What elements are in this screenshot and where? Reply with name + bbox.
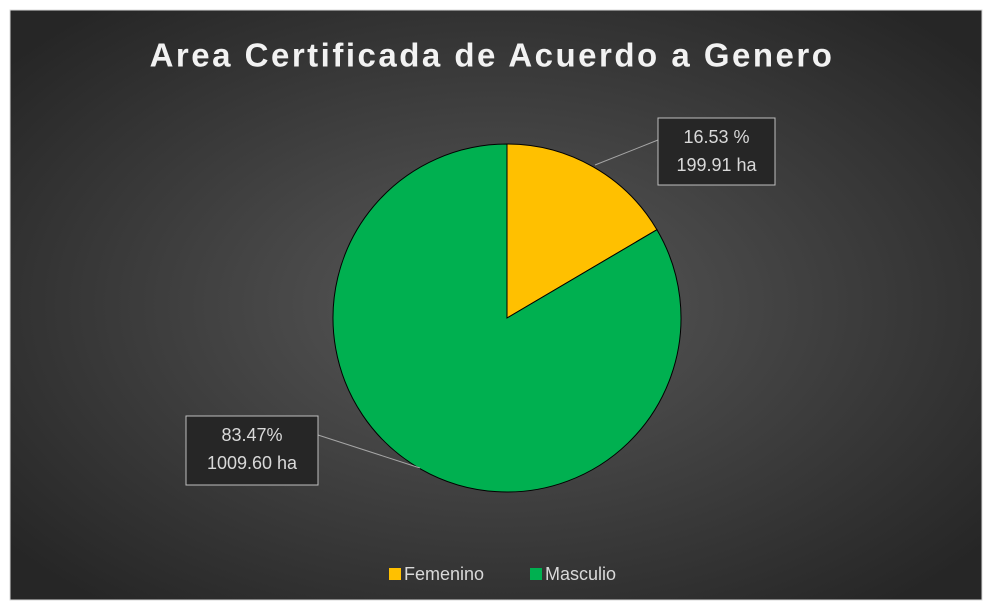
data-label: 83.47%: [221, 425, 282, 445]
leader-line: [594, 139, 659, 166]
data-label: 16.53 %: [683, 127, 749, 147]
legend-swatch: [530, 568, 542, 580]
pie-slice: [332, 143, 682, 493]
chart-title: Area Certificada de Acuerdo a Genero: [150, 37, 835, 74]
pie-slice: [506, 143, 658, 319]
legend-label: Femenino: [404, 564, 484, 584]
data-label-box: [185, 415, 319, 486]
area-label: 199.91 ha: [676, 155, 757, 175]
legend-swatch: [389, 568, 401, 580]
data-label-box: [657, 117, 776, 186]
leader-line: [317, 434, 421, 469]
legend-label: Masculio: [545, 564, 616, 584]
area-label: 1009.60 ha: [207, 453, 298, 473]
